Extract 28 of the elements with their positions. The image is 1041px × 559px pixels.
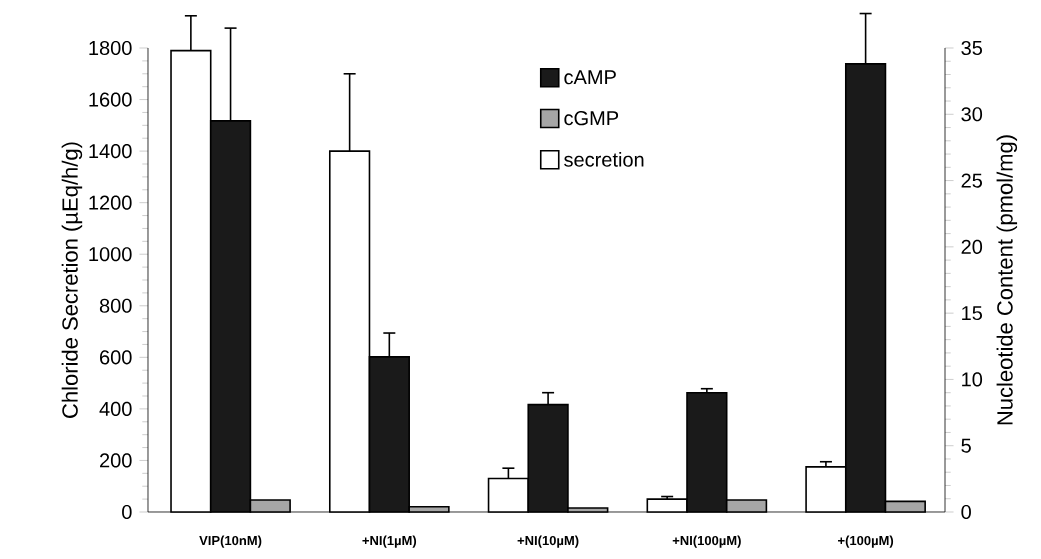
y-tick-label: 1000	[89, 247, 132, 262]
y2-tick-label: 30	[961, 107, 983, 122]
y-tick-label: 1400	[89, 144, 132, 159]
y-tick-label: 400	[99, 401, 132, 416]
y-tick-label: 0	[122, 504, 132, 520]
y2-tick-label: 0	[961, 504, 971, 520]
y-tick-label: 800	[99, 298, 132, 313]
y2-tick-label: 35	[961, 40, 983, 56]
y2-tick-label: 5	[961, 438, 971, 453]
y-tick-label: 1800	[89, 40, 132, 56]
legend-label: secretion	[564, 152, 644, 167]
y2-tick-label: 20	[961, 239, 983, 254]
x-tick-label: +NI(100µM)	[672, 535, 741, 548]
x-tick-label: VIP(10nM)	[199, 535, 262, 548]
y-tick-label: 600	[100, 350, 132, 365]
y2-axis-title: Nucleotide Content (pmol/mg)	[996, 135, 1018, 425]
y2-tick-label: 15	[962, 306, 983, 321]
y-tick-label: 1200	[89, 195, 132, 210]
x-tick-label: +NI(1µM)	[362, 535, 417, 548]
y-axis-title: Chloride Secretion (µEq/h/g)	[61, 142, 83, 418]
y2-tick-label: 25	[961, 173, 983, 188]
y2-tick-label: 10	[962, 372, 983, 387]
legend-label: cAMP	[564, 70, 616, 85]
x-tick-label: +(100µM)	[838, 535, 894, 548]
y-tick-label: 200	[100, 453, 132, 468]
x-tick-label: +NI(10µM)	[517, 535, 579, 548]
y-tick-label: 1600	[89, 92, 132, 107]
legend-label: cGMP	[564, 111, 619, 126]
